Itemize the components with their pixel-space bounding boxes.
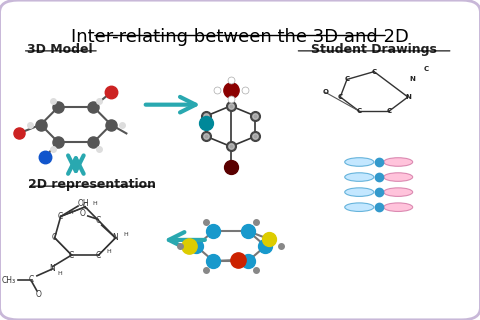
Text: N: N [49,264,55,273]
Text: C: C [83,202,88,212]
Text: OH: OH [77,199,89,208]
Ellipse shape [345,158,374,166]
Text: H: H [123,232,128,237]
Text: H: H [106,249,111,254]
Text: C: C [58,212,63,221]
Text: C: C [96,216,101,225]
Text: O: O [80,209,85,218]
Text: N: N [405,94,411,100]
Ellipse shape [345,203,374,212]
Text: N: N [409,76,415,82]
Ellipse shape [384,203,413,212]
Text: C: C [338,94,343,100]
Text: C: C [52,233,57,242]
Text: C: C [345,76,349,83]
Text: 3D Model: 3D Model [27,43,93,56]
Text: C: C [69,251,74,260]
Text: C: C [386,108,392,114]
Ellipse shape [384,173,413,181]
Text: O: O [323,89,328,95]
Text: H: H [57,271,62,276]
Ellipse shape [345,173,374,181]
Text: Inter-relating between the 3D and 2D: Inter-relating between the 3D and 2D [71,28,409,46]
Text: Student Drawings: Student Drawings [311,43,437,56]
Ellipse shape [345,188,374,196]
Text: C: C [357,108,361,114]
Ellipse shape [384,188,413,196]
Text: 2D representation: 2D representation [28,179,156,191]
Text: CH₃: CH₃ [2,276,16,285]
Ellipse shape [384,158,413,166]
Text: C: C [372,68,377,75]
Text: C: C [29,275,35,284]
Text: C: C [96,251,101,260]
Text: H: H [93,201,97,206]
Text: C: C [423,66,429,72]
Text: N: N [113,233,119,242]
Text: H: H [68,211,73,215]
Text: O: O [36,290,42,299]
